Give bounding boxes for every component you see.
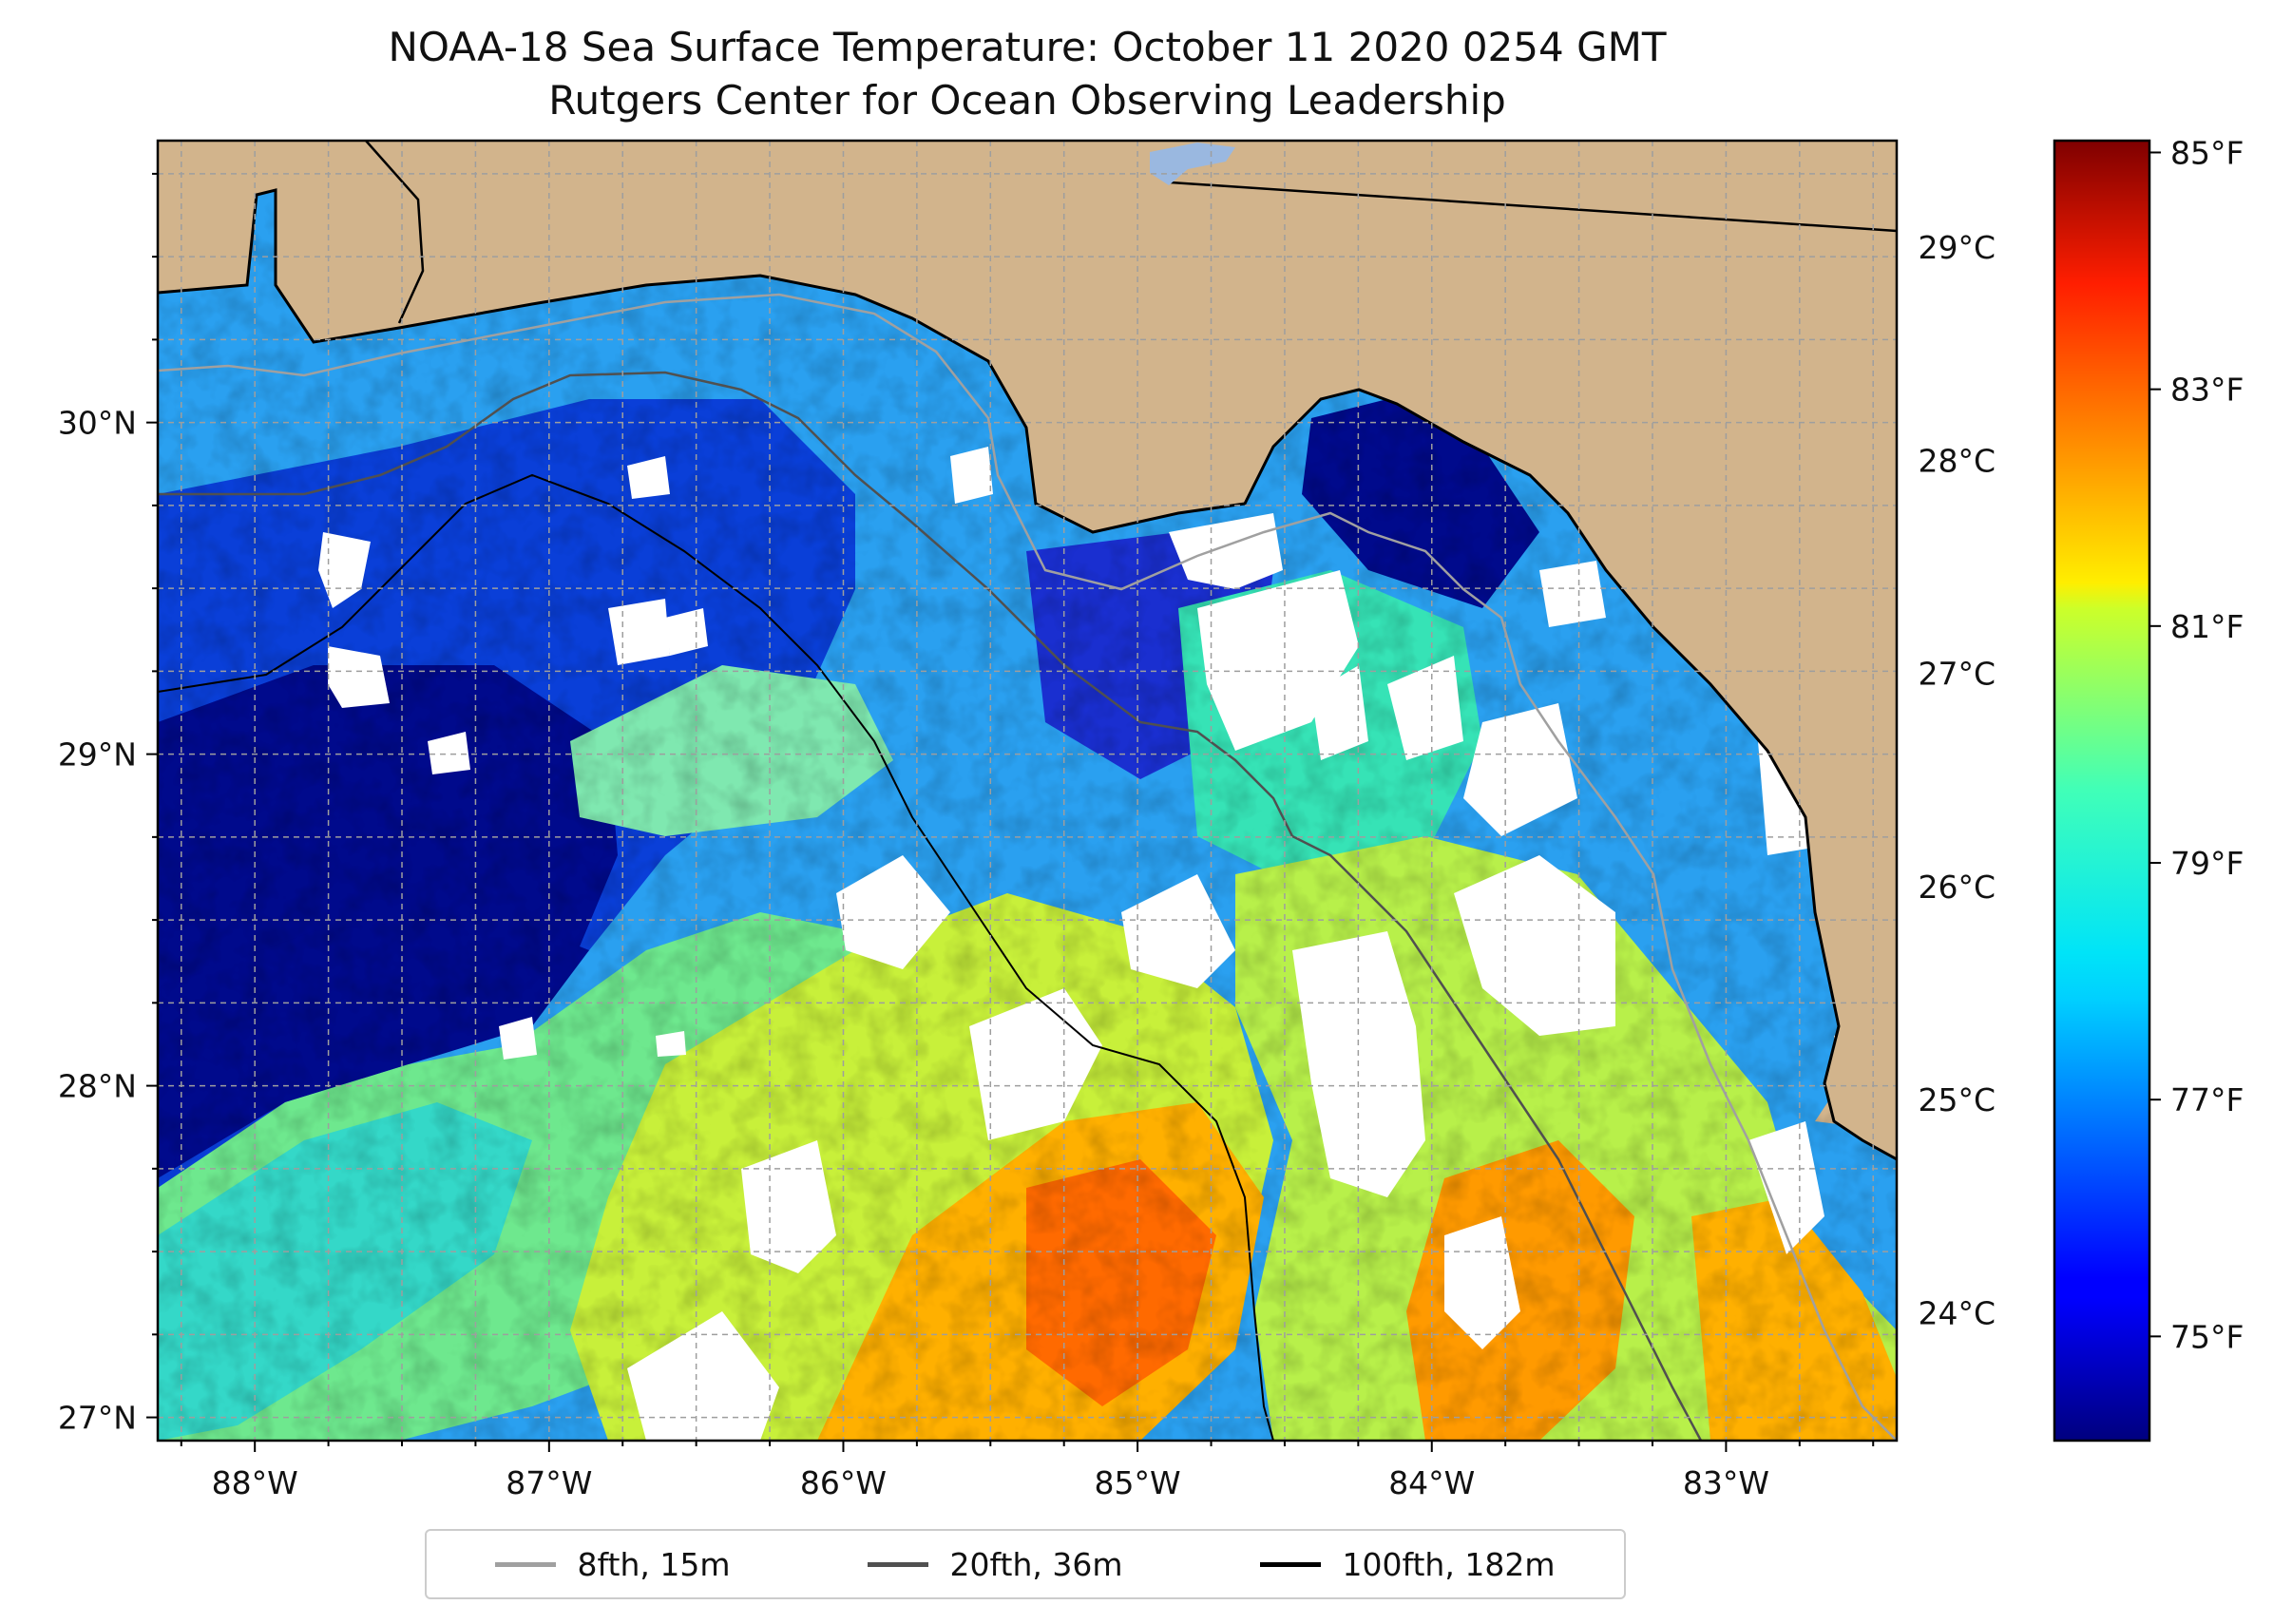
legend-item-100fth: 100fth, 182m xyxy=(1260,1546,1555,1583)
colorbar-ticks: 29°C 28°C 27°C 26°C 25°C 24°C 85°F 83°F 81°F 79°F… xyxy=(1918,134,2244,1355)
map-title: NOAA-18 Sea Surface Temperature: October… xyxy=(388,24,1667,70)
lat-tick-label: 27°N xyxy=(58,1400,137,1437)
legend-swatch-20fth xyxy=(868,1561,929,1567)
fahrenheit-tick-label: 83°F xyxy=(2170,372,2244,409)
lon-tick-label: 83°W xyxy=(1683,1464,1769,1501)
legend-item-20fth: 20fth, 36m xyxy=(868,1546,1122,1583)
state-boundary xyxy=(365,141,1897,324)
contour-20fth xyxy=(158,371,1703,1441)
legend-item-8fth: 8fth, 15m xyxy=(495,1545,731,1583)
lat-tick-label: 29°N xyxy=(58,736,137,774)
contour-8fth xyxy=(158,293,1897,1441)
legend-label-20fth: 20fth, 36m xyxy=(949,1545,1123,1583)
colorbar xyxy=(2053,139,2151,1442)
lon-tick-label: 86°W xyxy=(800,1464,887,1501)
inland-lake xyxy=(1150,143,1235,185)
land-mass xyxy=(158,141,1897,1159)
fahrenheit-tick-label: 81°F xyxy=(2170,608,2244,645)
lon-tick-label: 84°W xyxy=(1388,1464,1475,1501)
contour-100fth xyxy=(158,473,1274,1441)
legend-label-8fth: 8fth, 15m xyxy=(577,1545,731,1583)
legend-label-100fth: 100fth, 182m xyxy=(1342,1545,1556,1583)
map-subtitle: Rutgers Center for Ocean Observing Leade… xyxy=(548,77,1506,124)
lon-tick-label: 88°W xyxy=(212,1464,298,1501)
graticule xyxy=(158,141,1897,1441)
fahrenheit-tick-label: 85°F xyxy=(2170,134,2244,171)
celsius-tick-label: 24°C xyxy=(1918,1294,1996,1331)
celsius-tick-label: 27°C xyxy=(1918,656,1996,693)
fahrenheit-tick-label: 75°F xyxy=(2170,1318,2244,1355)
legend-swatch-100fth xyxy=(1260,1561,1322,1567)
lon-tick-label: 87°W xyxy=(506,1464,592,1501)
fahrenheit-tick-label: 77°F xyxy=(2170,1081,2244,1118)
map-area xyxy=(158,141,1897,1441)
fahrenheit-tick-label: 79°F xyxy=(2170,845,2244,882)
lon-tick-label: 85°W xyxy=(1095,1464,1181,1501)
axis-ticks: 88°W 87°W 86°W 85°W 84°W 83°W 30°N 29°N 28°N 27°N xyxy=(58,172,1875,1501)
celsius-tick-label: 26°C xyxy=(1918,869,1996,906)
map-frame xyxy=(156,139,1899,1442)
celsius-tick-label: 29°C xyxy=(1918,229,1996,266)
celsius-tick-label: 28°C xyxy=(1918,442,1996,479)
coastline xyxy=(158,188,1897,1161)
legend-swatch-8fth xyxy=(495,1561,557,1567)
lat-tick-label: 28°N xyxy=(58,1068,137,1105)
celsius-tick-label: 25°C xyxy=(1918,1081,1996,1118)
contour-legend: 8fth, 15m 20fth, 36m 100fth, 182m xyxy=(425,1529,1626,1599)
lat-tick-label: 30°N xyxy=(58,405,137,442)
